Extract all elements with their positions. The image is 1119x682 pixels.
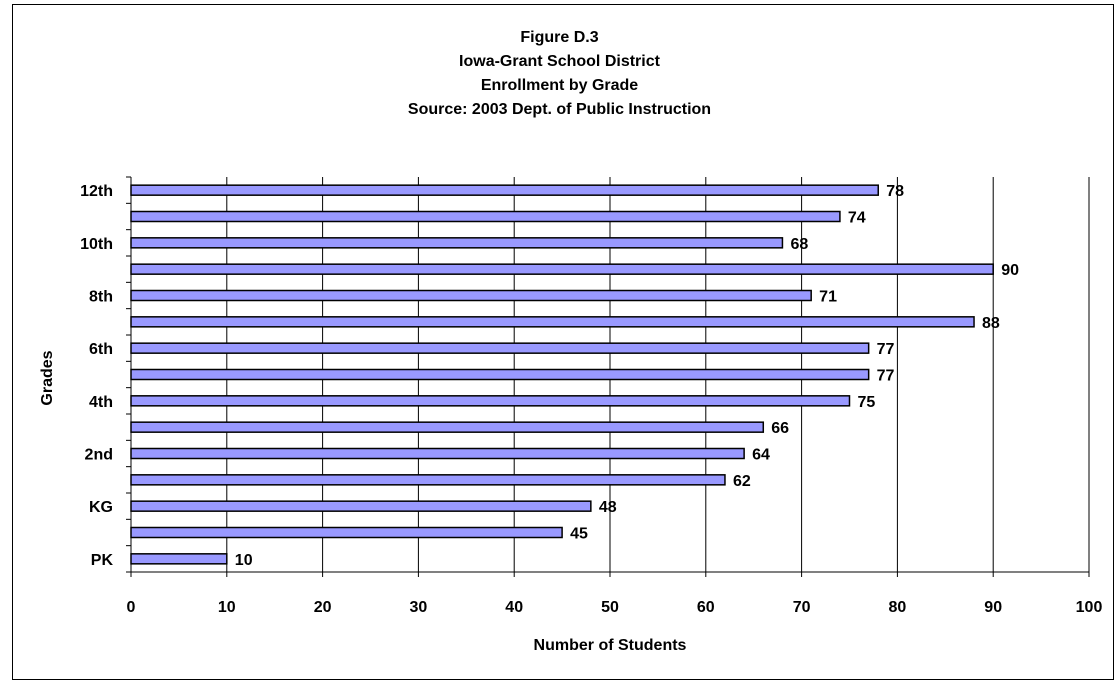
y-tick-label: 4th — [89, 394, 113, 411]
bar-2nd — [130, 447, 745, 460]
x-axis-title: Number of Students — [534, 637, 687, 654]
data-label: 68 — [790, 236, 808, 253]
y-tick-label: 12th — [80, 183, 113, 200]
data-label: 77 — [877, 368, 895, 385]
x-tick-label: 100 — [1076, 599, 1103, 616]
title-line-2: Iowa-Grant School District — [459, 53, 660, 70]
data-label: 48 — [599, 499, 617, 516]
y-tick-label: 10th — [80, 236, 113, 253]
bar-k4 — [130, 526, 563, 539]
bar-11th — [130, 210, 841, 223]
bar-7th — [130, 316, 975, 328]
y-tick-labels: PK KG 2nd 4th 6th 8th 10th 12th — [80, 176, 131, 573]
data-label: 62 — [733, 473, 751, 490]
bar-9th — [130, 263, 994, 275]
x-tick-label: 70 — [793, 599, 811, 616]
data-label: 74 — [848, 210, 866, 227]
title-line-1: Figure D.3 — [520, 29, 599, 46]
bar-6th — [130, 342, 870, 354]
bar-pk — [130, 553, 228, 565]
x-tick-label: 10 — [218, 599, 236, 616]
data-label: 77 — [877, 341, 895, 358]
data-label: 75 — [858, 394, 876, 411]
y-tick-label: KG — [89, 499, 113, 516]
y-tick-label: PK — [91, 552, 114, 569]
data-label: 45 — [570, 526, 588, 543]
data-label: 78 — [886, 183, 904, 200]
x-tick-label: 60 — [697, 599, 715, 616]
bar-4th — [130, 395, 851, 407]
bar-8th — [130, 289, 812, 302]
x-tick-label: 0 — [127, 599, 136, 616]
chart-title: Figure D.3 Iowa-Grant School District En… — [0, 26, 1119, 122]
x-tick-label: 80 — [889, 599, 907, 616]
chart-frame — [12, 4, 1114, 680]
title-line-4: Source: 2003 Dept. of Public Instruction — [407, 101, 712, 118]
data-label: 71 — [819, 289, 837, 306]
y-axis-title: Grades — [39, 350, 56, 405]
y-tick-label: 6th — [89, 341, 113, 358]
bar-1st — [130, 474, 726, 486]
data-label: 66 — [771, 420, 789, 437]
data-label: 88 — [982, 315, 1000, 332]
data-label: 90 — [1001, 262, 1019, 279]
bar-12th — [130, 184, 879, 196]
data-label: 10 — [235, 552, 253, 569]
y-tick-label: 2nd — [85, 447, 113, 464]
data-label: 64 — [752, 447, 770, 464]
title-line-3: Enrollment by Grade — [480, 77, 639, 94]
bars — [130, 184, 994, 565]
x-tick-label: 30 — [410, 599, 428, 616]
x-tick-label: 90 — [984, 599, 1002, 616]
x-tick-label: 40 — [505, 599, 523, 616]
x-tick-labels: 0 10 20 30 40 50 60 70 80 90 100 — [127, 572, 1103, 616]
bar-10th — [130, 237, 784, 249]
y-tick-label: 8th — [89, 289, 113, 306]
x-tick-label: 20 — [314, 599, 332, 616]
x-tick-label: 50 — [601, 599, 619, 616]
bar-5th — [130, 368, 870, 381]
bar-kg — [130, 500, 592, 512]
bar-3rd — [130, 421, 765, 433]
